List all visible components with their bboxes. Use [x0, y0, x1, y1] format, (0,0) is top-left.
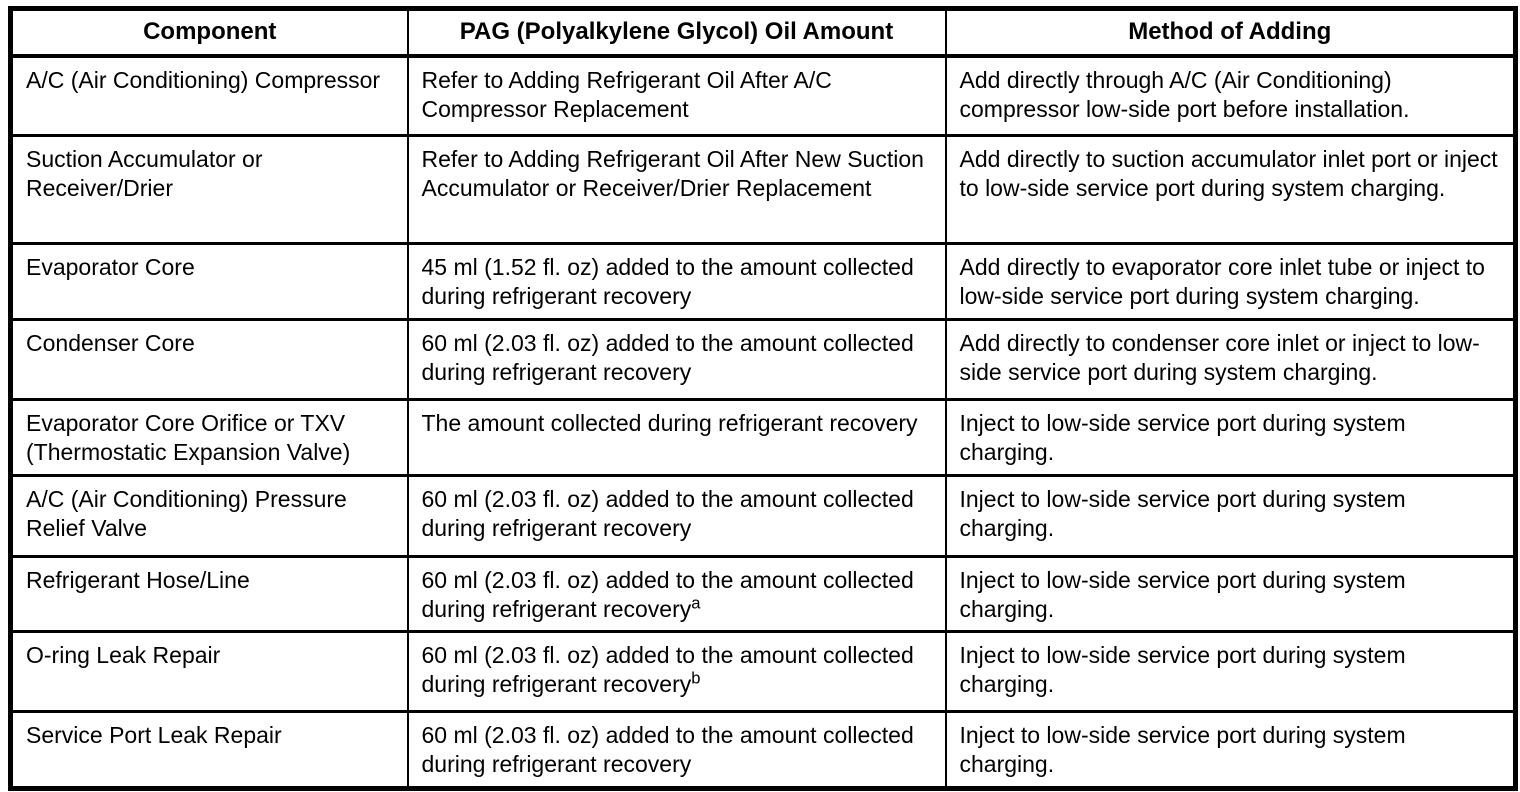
component-text: Evaporator Core: [26, 254, 195, 280]
component-text: A/C (Air Conditioning) Pressure Relief V…: [26, 486, 347, 541]
footnote-marker: b: [691, 668, 701, 688]
oil-amount-cell: The amount collected during refrigerant …: [406, 398, 947, 477]
table-row: Evaporator Core 45 ml (1.52 fl. oz) adde…: [9, 242, 1517, 321]
header-oil-amount: PAG (Polyalkylene Glycol) Oil Amount: [406, 7, 947, 58]
oil-amount-text: The amount collected during refrigerant …: [421, 410, 918, 436]
component-cell: Evaporator Core Orifice or TXV (Thermost…: [9, 398, 409, 477]
method-cell: Add directly to suction accumulator inle…: [944, 134, 1517, 245]
oil-amount-cell: Refer to Adding Refrigerant Oil After Ne…: [406, 134, 947, 245]
table-row: Evaporator Core Orifice or TXV (Thermost…: [9, 398, 1517, 477]
component-cell: A/C (Air Conditioning) Compressor: [9, 54, 409, 137]
method-cell: Add directly to condenser core inlet or …: [944, 318, 1517, 401]
oil-amount-cell: 60 ml (2.03 fl. oz) added to the amount …: [406, 710, 947, 790]
table-header-row: Component PAG (Polyalkylene Glycol) Oil …: [9, 7, 1517, 58]
oil-amount-text: 60 ml (2.03 fl. oz) added to the amount …: [421, 642, 914, 697]
method-text: Add directly to evaporator core inlet tu…: [959, 254, 1485, 309]
header-method-label: Method of Adding: [1128, 18, 1332, 46]
component-text: Refrigerant Hose/Line: [26, 567, 250, 593]
table-row: Condenser Core 60 ml (2.03 fl. oz) added…: [9, 318, 1517, 401]
oil-amount-text: Refer to Adding Refrigerant Oil After Ne…: [421, 146, 924, 201]
component-text: A/C (Air Conditioning) Compressor: [26, 66, 381, 93]
oil-amount-text: 60 ml (2.03 fl. oz) added to the amount …: [421, 567, 914, 622]
oil-amount-cell: 60 ml (2.03 fl. oz) added to the amount …: [406, 630, 947, 713]
method-cell: Inject to low-side service port during s…: [944, 398, 1517, 477]
component-cell: Service Port Leak Repair: [9, 710, 409, 790]
component-cell: Suction Accumulator or Receiver/Drier: [9, 134, 409, 245]
method-text: Inject to low-side service port during s…: [959, 486, 1406, 541]
component-text: Suction Accumulator or Receiver/Drier: [26, 146, 263, 201]
method-text: Add directly to condenser core inlet or …: [959, 330, 1480, 385]
header-oil-amount-label: PAG (Polyalkylene Glycol) Oil Amount: [459, 18, 894, 46]
table-row: O-ring Leak Repair 60 ml (2.03 fl. oz) a…: [9, 630, 1517, 713]
oil-amount-text: 60 ml (2.03 fl. oz) added to the amount …: [421, 722, 914, 777]
component-cell: A/C (Air Conditioning) Pressure Relief V…: [9, 474, 409, 558]
component-text: Condenser Core: [26, 330, 195, 356]
method-cell: Inject to low-side service port during s…: [944, 630, 1517, 713]
pag-oil-amount-table: Component PAG (Polyalkylene Glycol) Oil …: [8, 6, 1518, 791]
oil-amount-cell: 60 ml (2.03 fl. oz) added to the amount …: [406, 474, 947, 558]
component-cell: O-ring Leak Repair: [9, 630, 409, 713]
method-cell: Add directly through A/C (Air Conditioni…: [944, 54, 1517, 137]
component-text: Evaporator Core Orifice or TXV (Thermost…: [26, 410, 351, 465]
method-text: Inject to low-side service port during s…: [959, 642, 1406, 697]
component-cell: Condenser Core: [9, 318, 409, 401]
header-component: Component: [9, 7, 409, 58]
table-row: A/C (Air Conditioning) Compressor Refer …: [9, 54, 1517, 137]
table-row: Service Port Leak Repair 60 ml (2.03 fl.…: [9, 710, 1517, 790]
method-cell: Inject to low-side service port during s…: [944, 555, 1517, 633]
oil-amount-cell: Refer to Adding Refrigerant Oil After A/…: [406, 54, 947, 137]
component-text: O-ring Leak Repair: [26, 642, 221, 668]
method-text: Inject to low-side service port during s…: [959, 567, 1406, 622]
method-cell: Add directly to evaporator core inlet tu…: [944, 242, 1517, 321]
method-text: Add directly to suction accumulator inle…: [959, 146, 1498, 201]
component-cell: Refrigerant Hose/Line: [9, 555, 409, 633]
oil-amount-text: 60 ml (2.03 fl. oz) added to the amount …: [421, 330, 914, 385]
oil-amount-cell: 60 ml (2.03 fl. oz) added to the amount …: [406, 318, 947, 401]
table-row: A/C (Air Conditioning) Pressure Relief V…: [9, 474, 1517, 558]
method-text: Inject to low-side service port during s…: [959, 410, 1406, 465]
component-text: Service Port Leak Repair: [26, 722, 282, 748]
oil-amount-cell: 60 ml (2.03 fl. oz) added to the amount …: [406, 555, 947, 633]
method-text: Inject to low-side service port during s…: [959, 722, 1406, 777]
component-cell: Evaporator Core: [9, 242, 409, 321]
method-cell: Inject to low-side service port during s…: [944, 474, 1517, 558]
oil-amount-text: 45 ml (1.52 fl. oz) added to the amount …: [421, 254, 914, 309]
table-row: Suction Accumulator or Receiver/Drier Re…: [9, 134, 1517, 245]
header-method: Method of Adding: [944, 7, 1517, 58]
method-cell: Inject to low-side service port during s…: [944, 710, 1517, 790]
method-text: Add directly through A/C (Air Conditioni…: [959, 66, 1410, 122]
header-component-label: Component: [143, 18, 277, 46]
footnote-marker: a: [691, 593, 701, 613]
oil-amount-text: Refer to Adding Refrigerant Oil After A/…: [421, 66, 832, 122]
oil-amount-cell: 45 ml (1.52 fl. oz) added to the amount …: [406, 242, 947, 321]
table-row: Refrigerant Hose/Line 60 ml (2.03 fl. oz…: [9, 555, 1517, 633]
oil-amount-text: 60 ml (2.03 fl. oz) added to the amount …: [421, 486, 914, 541]
